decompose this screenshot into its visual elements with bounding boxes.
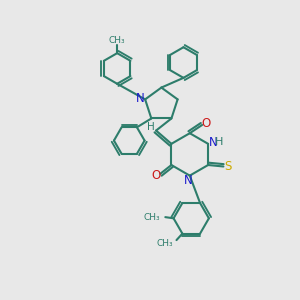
Text: O: O <box>152 169 161 182</box>
Text: N: N <box>208 136 217 149</box>
Text: CH₃: CH₃ <box>156 238 173 247</box>
Text: H: H <box>215 137 224 147</box>
Text: CH₃: CH₃ <box>143 213 160 222</box>
Text: CH₃: CH₃ <box>109 36 125 45</box>
Text: O: O <box>201 117 211 130</box>
Text: S: S <box>224 160 231 173</box>
Text: N: N <box>136 92 145 105</box>
Text: H: H <box>147 122 155 132</box>
Text: N: N <box>184 174 193 187</box>
